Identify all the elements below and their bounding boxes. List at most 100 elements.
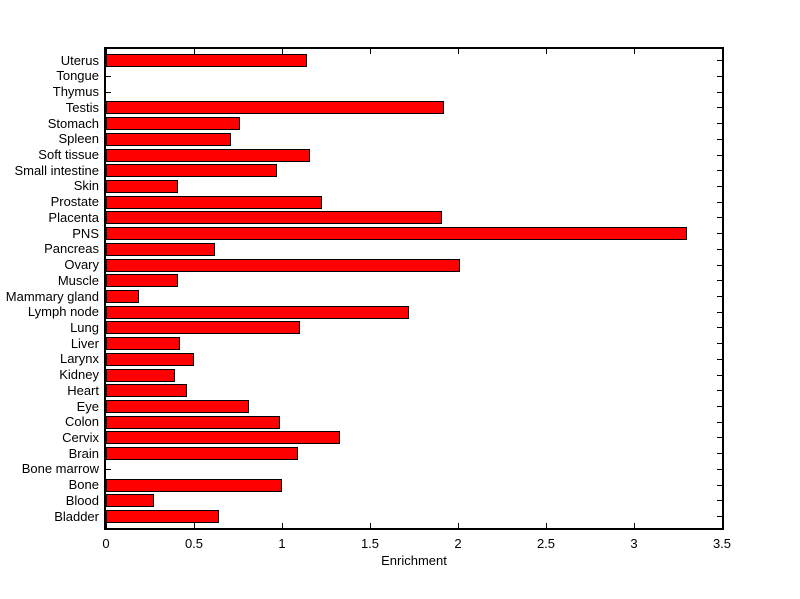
x-axis-tick-bottom <box>281 523 283 528</box>
category-label: Small intestine <box>14 162 99 178</box>
x-tick-label: 0.5 <box>184 536 204 551</box>
x-axis-tick-bottom <box>369 523 371 528</box>
bar <box>106 321 300 335</box>
x-axis-tick-bottom <box>193 523 195 528</box>
bar <box>106 211 443 225</box>
category-label: Lymph node <box>27 304 99 320</box>
bar <box>106 227 687 241</box>
bar <box>106 195 323 209</box>
category-label: Liver <box>70 335 99 351</box>
x-tick-label: 2.5 <box>536 536 556 551</box>
y-axis-tick-right <box>717 484 722 486</box>
x-axis-tick-top <box>721 49 723 54</box>
category-label: Testis <box>65 99 99 115</box>
x-tick-label: 3 <box>630 536 638 551</box>
bar <box>106 132 231 146</box>
bar <box>106 510 219 524</box>
y-axis-tick-right <box>717 217 722 219</box>
y-axis-tick-right <box>717 358 722 360</box>
x-axis-tick-top <box>545 49 547 54</box>
y-axis-tick-right <box>717 374 722 376</box>
y-axis-tick-left <box>106 75 111 77</box>
category-label: Stomach <box>47 115 99 131</box>
y-axis-tick-right <box>717 468 722 470</box>
x-axis-tick-top <box>193 49 195 54</box>
bar <box>106 148 311 162</box>
y-axis-tick-right <box>717 516 722 518</box>
y-axis-tick-right <box>717 107 722 109</box>
y-axis-tick-right <box>717 453 722 455</box>
x-axis-title: Enrichment <box>381 553 447 568</box>
bar <box>106 117 240 131</box>
bar <box>106 179 179 193</box>
category-label: Lung <box>70 319 99 335</box>
bar <box>106 101 444 115</box>
bar <box>106 478 282 492</box>
y-axis-tick-right <box>717 500 722 502</box>
x-axis-tick-bottom <box>633 523 635 528</box>
category-label: Brain <box>68 445 99 461</box>
category-label: Blood <box>65 492 99 508</box>
y-axis-tick-right <box>717 296 722 297</box>
category-label: Mammary gland <box>5 288 99 304</box>
x-axis-tick-bottom <box>457 523 459 528</box>
category-label: Skin <box>73 178 99 194</box>
category-label: Cervix <box>62 429 99 445</box>
y-axis-tick-left <box>106 468 111 470</box>
y-axis-tick-right <box>717 233 722 235</box>
category-label: Ovary <box>64 257 99 273</box>
x-axis-tick-top <box>105 49 107 54</box>
y-axis-tick-right <box>717 170 722 172</box>
bar <box>106 400 249 414</box>
x-axis-tick-top <box>633 49 635 54</box>
bar <box>106 415 281 429</box>
y-axis-tick-right <box>717 264 722 266</box>
x-tick-label: 2 <box>454 536 462 551</box>
category-label: Tongue <box>56 68 99 84</box>
y-axis-tick-right <box>717 138 722 140</box>
bar <box>106 274 179 288</box>
category-label: Colon <box>65 414 99 430</box>
bar <box>106 258 460 272</box>
y-axis-tick-right <box>717 60 722 62</box>
bar <box>106 54 307 68</box>
y-axis-tick-right <box>717 280 722 282</box>
bar <box>106 368 175 382</box>
bar <box>106 431 341 445</box>
y-axis-tick-right <box>717 421 722 423</box>
category-label: Spleen <box>58 131 99 147</box>
plot-area <box>104 47 724 530</box>
bar <box>106 164 277 178</box>
y-axis-tick-right <box>717 123 722 125</box>
y-axis-tick-right <box>717 248 722 250</box>
category-label: Thymus <box>52 84 99 100</box>
bar <box>106 290 140 303</box>
category-label: Bone <box>68 477 99 493</box>
category-label: Uterus <box>60 52 99 68</box>
y-axis-tick-right <box>717 154 722 156</box>
y-axis-tick-right <box>717 327 722 329</box>
y-axis-tick-right <box>717 185 722 187</box>
category-label: PNS <box>72 225 99 241</box>
x-axis-tick-top <box>457 49 459 54</box>
x-axis-tick-bottom <box>721 523 723 528</box>
bar <box>106 242 216 256</box>
x-axis-tick-top <box>281 49 283 54</box>
category-label: Eye <box>76 398 99 414</box>
x-tick-label: 3.5 <box>712 536 732 551</box>
category-label: Bone marrow <box>21 461 99 477</box>
category-label: Soft tissue <box>38 147 99 163</box>
x-axis-tick-top <box>369 49 371 54</box>
category-label: Pancreas <box>44 241 99 257</box>
y-axis-tick-right <box>717 437 722 439</box>
x-tick-label: 1 <box>278 536 286 551</box>
y-axis-tick-right <box>717 311 722 313</box>
bar <box>106 352 194 366</box>
bar <box>106 447 298 461</box>
y-axis-tick-right <box>717 91 722 93</box>
category-label: Larynx <box>59 351 99 367</box>
y-axis-tick-right <box>717 201 722 203</box>
x-axis-tick-bottom <box>545 523 547 528</box>
y-axis-tick-right <box>717 406 722 408</box>
